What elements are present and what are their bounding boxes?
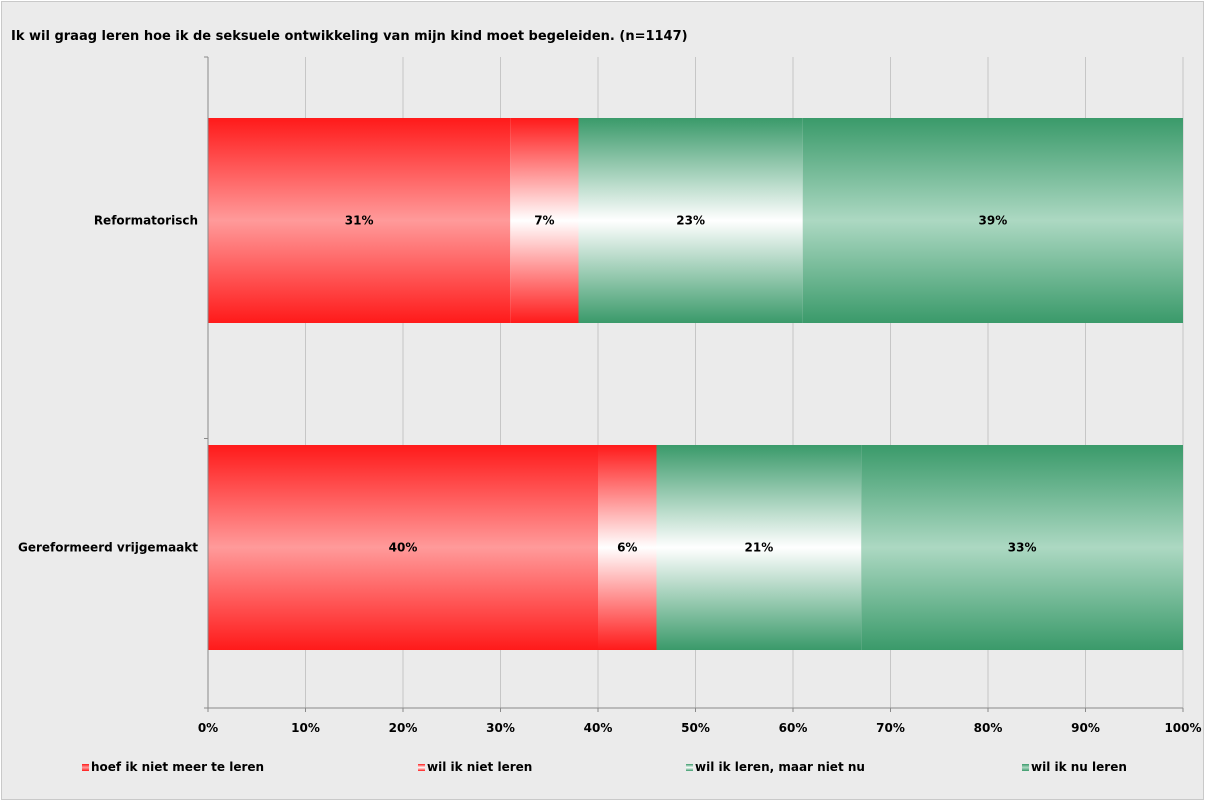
data-label: 6% <box>617 541 637 555</box>
x-tick-label: 40% <box>584 721 613 735</box>
x-tick-label: 100% <box>1164 721 1201 735</box>
bar-segment <box>802 118 1183 323</box>
x-tick-label: 0% <box>198 721 218 735</box>
legend-label: wil ik niet leren <box>427 760 533 774</box>
bar-segment <box>510 118 579 323</box>
bar-segment <box>578 118 803 323</box>
bar-segment <box>208 445 598 650</box>
legend-swatch <box>82 763 89 771</box>
legend: hoef ik niet meer te leren wil ik niet le… <box>0 760 1206 780</box>
chart-title: Ik wil graag leren hoe ik de seksuele on… <box>11 29 688 44</box>
x-tick-label: 50% <box>681 721 710 735</box>
data-labels: 31% 7% 23% 39% 40% 6% 21% 33% <box>345 214 1037 555</box>
category-label: Gereformeerd vrijgemaakt <box>18 541 198 555</box>
data-label: 23% <box>676 214 705 228</box>
legend-label: wil ik nu leren <box>1031 760 1127 774</box>
x-tick-label: 90% <box>1071 721 1100 735</box>
bars <box>208 118 1183 650</box>
legend-item: wil ik niet leren <box>418 760 532 774</box>
data-label: 31% <box>345 214 374 228</box>
x-tick-label: 20% <box>389 721 418 735</box>
legend-swatch <box>1022 763 1029 771</box>
data-label: 33% <box>1008 541 1037 555</box>
data-label: 39% <box>979 214 1008 228</box>
legend-label: wil ik leren, maar niet nu <box>695 760 865 774</box>
x-tick-label: 30% <box>486 721 515 735</box>
legend-swatch <box>418 763 425 771</box>
x-tick-label: 70% <box>876 721 905 735</box>
bar-segment <box>208 118 511 323</box>
legend-item: hoef ik niet meer te leren <box>82 760 264 774</box>
x-tick-label: 10% <box>291 721 320 735</box>
category-label: Reformatorisch <box>94 214 198 228</box>
legend-swatch <box>686 763 693 771</box>
axes: 0% 10% 20% 30% 40% 50% 60% 70% 80% 90% 100% Reforma… <box>18 56 1202 735</box>
x-tick-label: 60% <box>779 721 808 735</box>
data-label: 7% <box>534 214 554 228</box>
legend-label: hoef ik niet meer te leren <box>91 760 265 774</box>
legend-item: wil ik nu leren <box>1022 760 1127 774</box>
bar-segment <box>656 445 862 650</box>
data-label: 40% <box>389 541 418 555</box>
legend-item: wil ik leren, maar niet nu <box>686 760 865 774</box>
data-label: 21% <box>745 541 774 555</box>
x-tick-label: 80% <box>974 721 1003 735</box>
bar-segment <box>598 445 657 650</box>
bar-segment <box>861 445 1183 650</box>
